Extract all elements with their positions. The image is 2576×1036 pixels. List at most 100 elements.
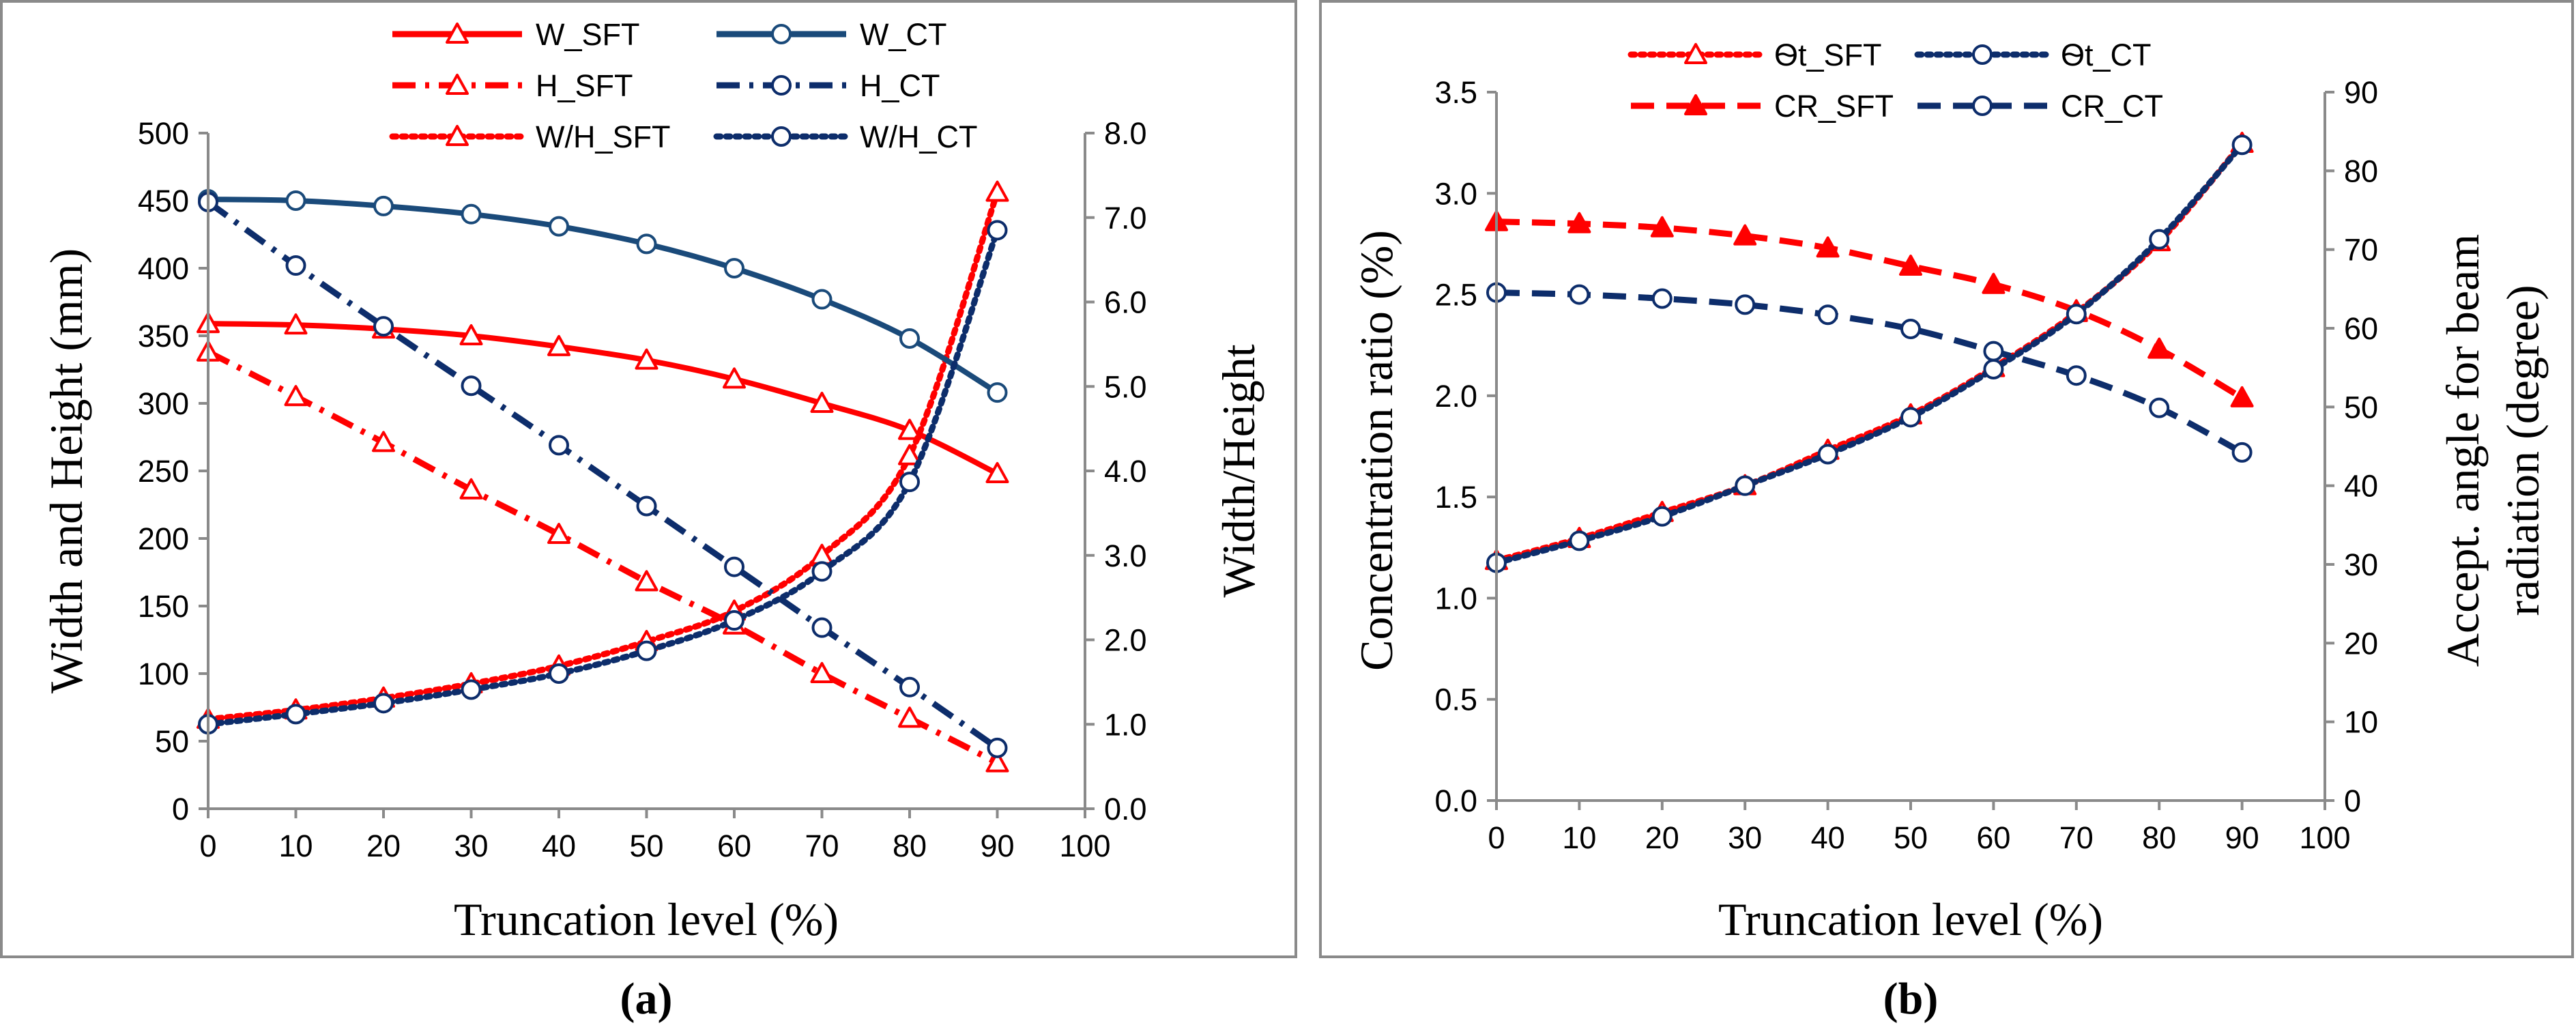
panel-a-y2label: Width/Height	[1213, 344, 1264, 597]
panel-b-x-tick-label: 70	[2059, 820, 2094, 855]
legend-marker-swatch	[1684, 43, 1707, 64]
panel-b-y-tick-label: 2.5	[1434, 278, 1477, 313]
legend-item--t-ct: Ѳt_CT	[1914, 38, 2152, 72]
panel-b-frame	[1319, 0, 2574, 958]
panel-a-y-tick-label: 200	[138, 521, 189, 556]
data-point-cr-sft	[1650, 216, 1674, 238]
data-point-cr-sft	[1982, 272, 2006, 294]
panel-b-y-tick-label: 3.0	[1434, 176, 1477, 211]
panel-b-x-tick-label: 0	[1488, 820, 1505, 855]
panel-b-x-tick-label: 10	[1562, 820, 1596, 855]
data-point--t-ct	[1983, 358, 2004, 379]
panel-a-y-tick-label: 300	[138, 386, 189, 421]
data-point-w-h-ct	[285, 704, 306, 725]
data-point-cr-ct	[1651, 288, 1673, 309]
data-point-w-h-sft	[898, 444, 921, 465]
panel-a-y-tick-label: 400	[138, 251, 189, 286]
legend-label: W_SFT	[536, 17, 640, 52]
panel-b-y-tick-label: 1.5	[1434, 480, 1477, 515]
data-point--t-ct	[2231, 134, 2253, 156]
panel-a-x-tick-label: 100	[1059, 829, 1110, 863]
data-point-w-ct	[899, 328, 920, 349]
panel-b-x-tick-label: 90	[2225, 820, 2259, 855]
data-point-w-h-ct	[899, 472, 920, 493]
panel-b-y2-tick-label: 10	[2344, 705, 2378, 740]
panel-a: 0 10 20 30 40 50 60 70 80 90 100 0 50 100 150 200 250 300…	[0, 0, 1297, 958]
panel-a-x-tick-label: 80	[893, 829, 927, 863]
data-point-h-sft	[985, 751, 1009, 773]
series-line-h-sft	[206, 349, 999, 766]
data-point-w-sft	[284, 313, 308, 335]
data-point-w-sft	[635, 348, 659, 370]
panel-a-y-tick-label: 450	[138, 184, 189, 218]
legend-item-cr-ct: CR_CT	[1917, 89, 2163, 124]
data-point--t-ct	[1817, 444, 1838, 465]
legend-item-h-ct: H_CT	[717, 68, 940, 103]
data-point-h-sft	[898, 706, 921, 728]
data-point-cr-sft	[1733, 224, 1757, 246]
panel-a-x-tick-label: 40	[542, 829, 576, 863]
legend-item-h-sft: H_SFT	[392, 68, 633, 103]
legend-marker-swatch	[1972, 96, 1993, 116]
legend-label: Ѳt_CT	[2061, 38, 2152, 72]
data-point-w-ct	[811, 289, 833, 310]
panel-b-y-tick-label: 0.0	[1434, 783, 1477, 818]
legend-label: CR_SFT	[1774, 89, 1894, 124]
panel-a-xlabel: Truncation level (%)	[454, 893, 839, 945]
legend-marker-swatch	[446, 74, 469, 95]
legend-item-cr-sft: CR_SFT	[1631, 89, 1894, 124]
data-point-w-h-ct	[549, 663, 569, 684]
panel-a-y2-tick-label: 4.0	[1104, 454, 1147, 489]
data-point-w-h-ct	[636, 640, 657, 661]
data-point-h-ct	[987, 737, 1008, 758]
data-point-w-h-sft	[985, 180, 1009, 202]
panel-b-x-tick-label: 100	[2299, 820, 2350, 855]
data-point-w-ct	[549, 216, 569, 237]
panel-b-y-tick-label: 2.0	[1434, 379, 1477, 414]
data-point-cr-ct	[2066, 365, 2087, 386]
panel-b-x-tick-label: 20	[1645, 820, 1679, 855]
panel-a-x-tick-label: 0	[199, 829, 216, 863]
data-point-w-ct	[724, 258, 744, 278]
panel-a-x-tick-label: 30	[454, 829, 488, 863]
legend-item-w-sft: W_SFT	[392, 17, 640, 52]
data-point-w-h-ct	[373, 693, 394, 714]
panel-a-caption: (a)	[620, 974, 673, 1024]
panel-a-y2-tick-label: 6.0	[1104, 285, 1147, 320]
data-point-cr-ct	[1983, 341, 2004, 362]
panel-b-y2label-line1: Accept. angle for beam	[2437, 234, 2489, 667]
legend-label: W_CT	[860, 17, 947, 52]
data-point-w-ct	[373, 195, 394, 216]
panel-b-y-tick-label: 1.0	[1434, 581, 1477, 616]
panel-b-y2-tick-label: 50	[2344, 390, 2378, 425]
data-point-w-sft	[547, 334, 570, 356]
data-point-w-h-ct	[724, 610, 744, 631]
panel-a-frame	[0, 0, 1297, 958]
legend-marker-swatch	[771, 126, 792, 147]
data-point-h-sft	[459, 478, 483, 500]
data-point--t-ct	[1569, 530, 1590, 551]
data-point-h-ct	[899, 676, 920, 697]
panel-b-y2-tick-label: 90	[2344, 75, 2378, 110]
data-point-cr-sft	[1816, 236, 1840, 258]
panel-a-y-tick-label: 350	[138, 319, 189, 354]
data-point-w-sft	[898, 418, 921, 440]
panel-a-y2-tick-label: 5.0	[1104, 369, 1147, 404]
data-point-cr-ct	[1900, 318, 1921, 339]
data-point-w-ct	[285, 190, 306, 211]
panel-a-x-tick-label: 70	[805, 829, 839, 863]
panel-a-y2-tick-label: 7.0	[1104, 201, 1147, 235]
panel-b-x-tick-label: 50	[1894, 820, 1928, 855]
data-point-w-h-ct	[811, 561, 833, 582]
panel-b-x-tick-label: 60	[1976, 820, 2010, 855]
data-point-h-ct	[549, 435, 569, 456]
data-point--t-ct	[2149, 229, 2170, 250]
panel-b-y-tick-label: 3.5	[1434, 75, 1477, 110]
data-point-h-sft	[635, 570, 659, 592]
panel-a-y-tick-label: 150	[138, 589, 189, 624]
series-line-cr-ct	[1496, 289, 2244, 455]
panel-a-y-tick-label: 500	[138, 116, 189, 151]
panel-b-x-tick-label: 30	[1728, 820, 1762, 855]
legend-marker-swatch	[446, 23, 469, 44]
